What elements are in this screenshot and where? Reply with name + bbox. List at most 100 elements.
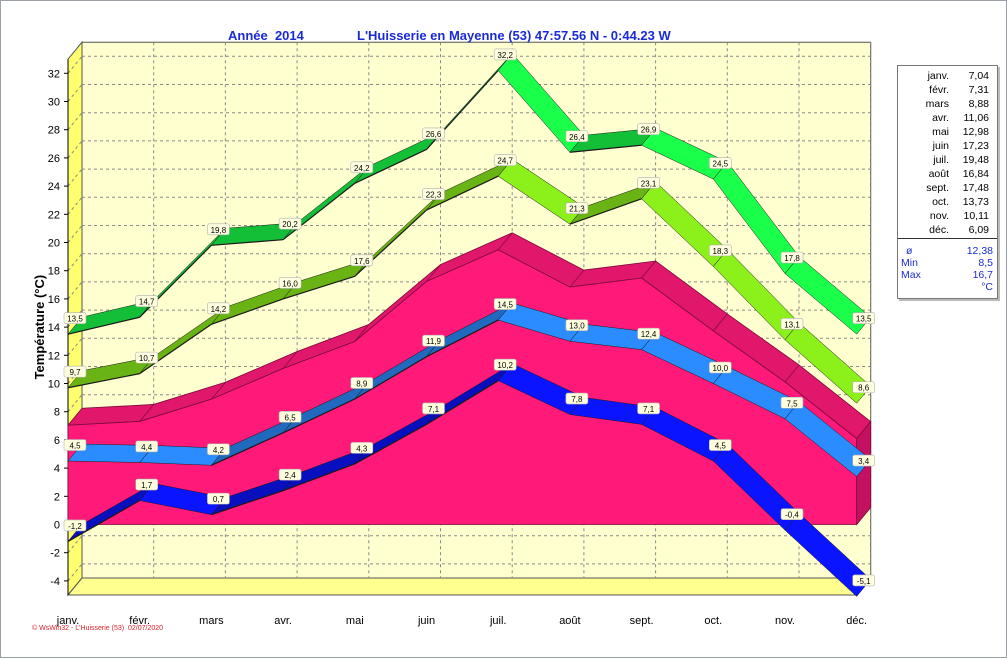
x-tick-label: août (559, 615, 580, 627)
ribbon-line (67, 373, 140, 389)
data-label: 10,0 (713, 364, 729, 373)
ribbon-line (282, 275, 355, 300)
data-label-box (780, 317, 804, 330)
grid-side (67, 168, 83, 187)
legend-row: août 16,84 (898, 167, 991, 181)
legend-max-value: 16,7 (972, 269, 993, 281)
data-label-box (63, 365, 87, 378)
data-label-box (637, 176, 660, 189)
data-label-box (708, 439, 732, 451)
y-axis-label: Température (°C) (32, 275, 47, 380)
ribbon-line (426, 319, 499, 358)
legend-month-value: 17,23 (962, 140, 989, 152)
data-label: 26,4 (569, 133, 585, 142)
data-label-box (780, 396, 804, 409)
legend-month-value: 6,09 (968, 224, 989, 236)
grid-side (67, 140, 83, 159)
legend-month-value: 16,84 (962, 168, 989, 180)
data-label: 8,6 (858, 384, 870, 393)
y-tick-label: 10 (48, 379, 60, 391)
legend-month: avr. (932, 112, 949, 124)
data-label-box (708, 157, 732, 169)
data-label: 21,3 (569, 205, 585, 214)
legend-month-value: 8,88 (968, 98, 989, 110)
legend-month: sept. (926, 182, 949, 194)
legend-month: mai (932, 126, 949, 138)
data-label-box (708, 244, 732, 257)
data-label-box (135, 440, 158, 453)
x-tick-label: janv. (56, 615, 79, 627)
legend-row: nov. 10,11 (898, 209, 991, 223)
data-label: 16,0 (282, 279, 298, 288)
data-label: 17,6 (354, 257, 370, 266)
floor (66, 577, 872, 596)
data-label: 12,4 (641, 330, 657, 339)
y-tick-label: 24 (48, 181, 60, 193)
data-label-box (637, 123, 660, 136)
data-label: 1,7 (141, 481, 153, 490)
data-label-box (135, 351, 158, 364)
data-label-box (780, 508, 804, 520)
x-tick-label: mai (346, 615, 364, 627)
legend-avg-value: 12,38 (966, 245, 993, 257)
data-label-box (493, 154, 517, 167)
data-label: 4,3 (356, 444, 368, 453)
data-label: 7,5 (786, 399, 798, 408)
data-label: 10,7 (139, 354, 155, 363)
ribbon-line (139, 323, 212, 375)
data-label-box (278, 468, 302, 481)
data-label-box (852, 574, 876, 587)
legend-separator (898, 238, 997, 239)
y-tick-label: 4 (54, 463, 60, 475)
data-label-box (135, 295, 158, 308)
y-tick-label: 2 (54, 491, 60, 503)
mean-area-ridge (641, 260, 656, 279)
data-label: 18,3 (713, 247, 729, 256)
legend-row: avr. 11,06 (898, 111, 991, 125)
ribbon-line (354, 356, 427, 400)
legend-row: juil. 19,48 (898, 153, 991, 167)
grid-side (67, 281, 83, 300)
data-label: 26,6 (426, 130, 442, 139)
x-tick-label: déc. (846, 615, 867, 627)
legend-box: janv. 7,04 févr. 7,31 mars 8,88 avr. 11,06 mai 12… (897, 65, 998, 299)
grid-side (67, 535, 83, 554)
legend-month: janv. (927, 70, 949, 82)
mean-max-series (63, 154, 876, 404)
mean-area-ridge (497, 232, 513, 251)
ribbon-line (354, 423, 427, 465)
data-label-box (422, 402, 445, 415)
data-label-box (278, 411, 302, 423)
legend-month-value: 17,48 (962, 182, 989, 194)
data-label: -1,2 (68, 522, 82, 531)
mean-area-ridge (354, 324, 370, 342)
data-label-box (493, 48, 517, 61)
y-tick-label: -2 (50, 548, 60, 560)
legend-row: févr. 7,31 (898, 83, 991, 97)
data-label: -0,4 (785, 511, 799, 520)
legend-month: févr. (929, 84, 949, 96)
data-label: -5,1 (857, 577, 871, 586)
ribbon-line (211, 239, 284, 246)
data-label: 24,2 (354, 164, 370, 173)
y-tick-label: 20 (48, 238, 60, 250)
ribbon-line (354, 148, 427, 184)
data-label-box (493, 298, 517, 310)
y-tick-label: 26 (48, 153, 60, 165)
y-tick-label: 12 (48, 350, 60, 362)
data-label: 13,0 (569, 322, 585, 331)
ribbon-line (211, 432, 284, 466)
mean-area-ridge (211, 382, 226, 400)
abs-max-series (63, 48, 876, 335)
data-label: 14,2 (211, 305, 227, 314)
data-label: 9,7 (69, 368, 81, 377)
y-tick-label: 16 (48, 294, 60, 306)
legend-row: oct. 13,73 (898, 195, 991, 209)
data-label-box (207, 223, 230, 236)
data-label: 7,8 (571, 395, 583, 404)
mean-min-series (63, 298, 876, 477)
data-label: 24,7 (497, 157, 513, 166)
data-label: 8,9 (356, 380, 368, 389)
legend-row: déc. 6,09 (898, 223, 991, 237)
ribbon-line (569, 144, 642, 153)
